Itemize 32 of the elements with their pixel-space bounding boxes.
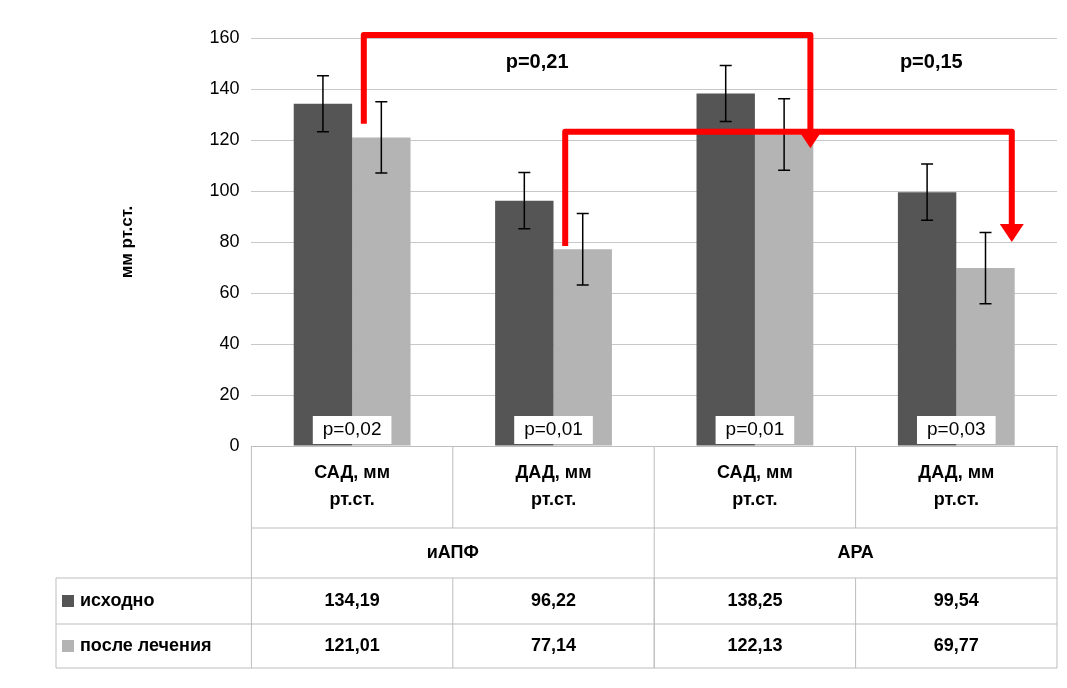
data-label: 77,14: [531, 634, 577, 655]
legend-label: после лечения: [80, 634, 212, 655]
x-tick-label: ДАД, мм рт.ст.: [918, 462, 995, 510]
data-label: 134,19: [324, 589, 380, 610]
y-tick-label: 20: [219, 383, 240, 404]
x-tick-label: САД, мм рт.ст.: [314, 462, 390, 510]
annotation: p=0,15: [899, 50, 963, 72]
y-tick-label: 80: [219, 230, 240, 251]
y-tick-label: 60: [219, 281, 240, 302]
text: АРА: [837, 541, 874, 562]
y-tick-label: 140: [209, 77, 240, 98]
data-label: 69,77: [933, 634, 979, 655]
data-label: 99,54: [933, 589, 979, 610]
x-tick-label: САД, мм рт.ст.: [717, 462, 793, 510]
y-axis-title: мм рт.ст.: [116, 205, 136, 279]
data-label: 138,25: [727, 589, 783, 610]
y-tick-label: 160: [209, 26, 240, 47]
data-label: 122,13: [727, 634, 783, 655]
y-tick-label: 120: [209, 128, 240, 149]
text: иАПФ: [426, 541, 479, 562]
y-tick-label: 100: [209, 179, 240, 200]
y-tick-label: 0: [229, 434, 240, 455]
annotation: p=0,01: [725, 418, 785, 440]
legend-label: исходно: [80, 589, 155, 610]
annotation: p=0,21: [505, 50, 569, 72]
annotation: p=0,01: [524, 418, 583, 440]
annotation: p=0,03: [926, 418, 986, 440]
x-tick-label: ДАД, мм рт.ст.: [515, 462, 592, 510]
y-tick-label: 40: [219, 332, 240, 353]
data-label: 121,01: [324, 634, 380, 655]
data-label: 96,22: [531, 589, 577, 610]
annotation: p=0,02: [322, 418, 382, 440]
